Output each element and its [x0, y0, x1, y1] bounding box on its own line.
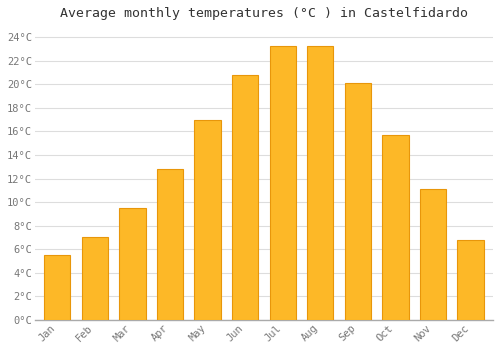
Bar [157, 169, 183, 320]
Bar [120, 208, 146, 320]
Bar [382, 135, 408, 320]
Bar [82, 237, 108, 320]
Bar [194, 120, 220, 320]
Bar [270, 47, 296, 320]
Bar [420, 189, 446, 320]
Bar [458, 240, 483, 320]
Bar [307, 47, 334, 320]
Title: Average monthly temperatures (°C ) in Castelfidardo: Average monthly temperatures (°C ) in Ca… [60, 7, 468, 20]
Bar [44, 255, 70, 320]
Bar [232, 75, 258, 320]
Bar [344, 83, 371, 320]
